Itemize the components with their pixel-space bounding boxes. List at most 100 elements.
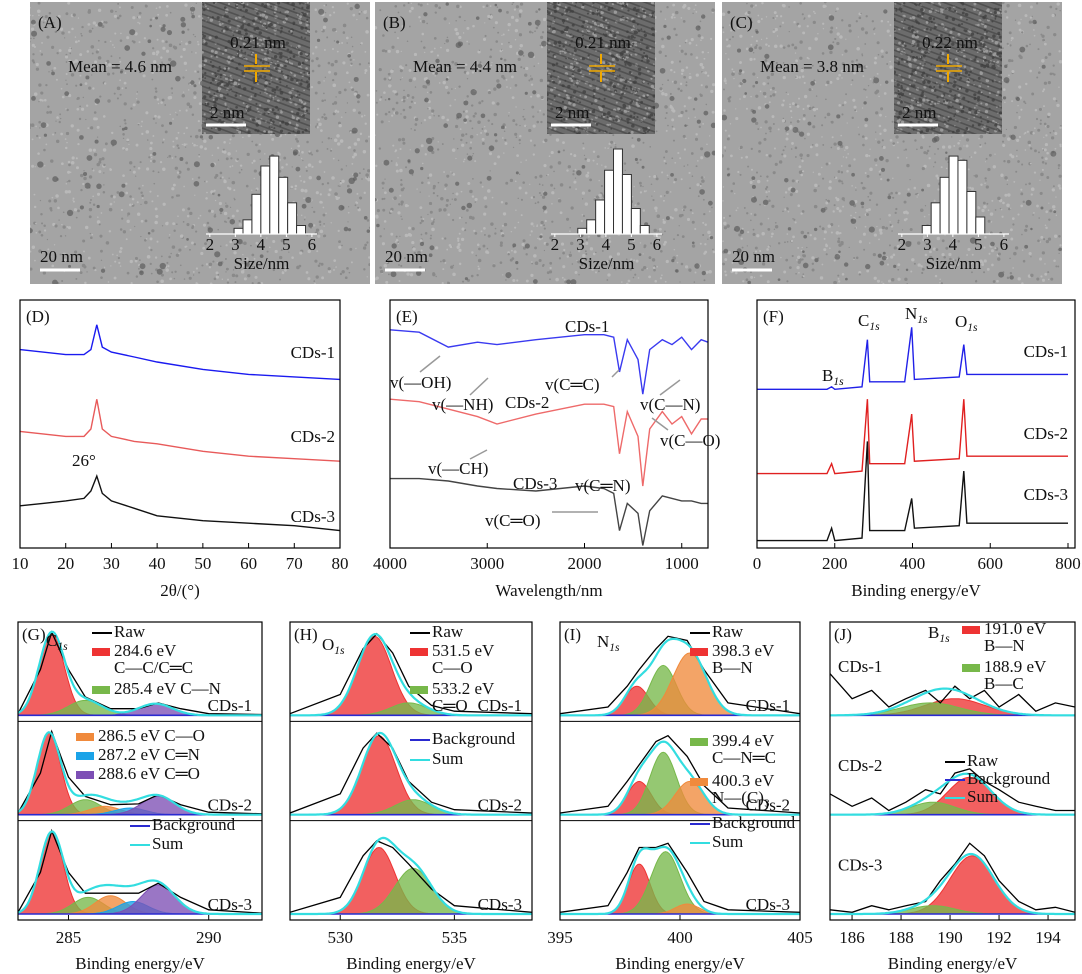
grain [150,237,153,240]
grain [341,270,344,273]
grain [302,160,303,161]
grain [679,157,681,159]
grain [978,138,979,139]
grain [150,249,152,251]
grain [834,260,836,262]
grain [475,255,477,257]
grain [115,11,116,12]
hrtem-noise [650,78,652,80]
grain [62,96,65,99]
grain [291,148,292,149]
grain [388,273,390,275]
grain [363,10,367,14]
carbon-dot [218,194,221,197]
grain [65,54,67,56]
hrtem-noise [253,23,255,25]
grain [595,252,597,254]
grain [323,223,325,225]
grain [490,48,492,50]
grain [530,78,533,81]
grain [466,95,468,97]
hrtem-noise [305,67,308,70]
carbon-dot [148,39,152,43]
grain [699,36,700,37]
grain [1051,136,1054,139]
histogram-tick-label: 5 [282,235,291,254]
grain [689,42,692,45]
grain [1009,31,1012,34]
grain [334,40,335,41]
mean-label: Mean = 4.4 nm [413,57,517,76]
grain [691,152,694,155]
grain [137,91,138,92]
grain [725,82,727,84]
grain [519,135,521,137]
carbon-dot [214,251,220,257]
grain [367,276,368,277]
grain [316,57,319,60]
grain [501,35,502,36]
grain [61,88,63,90]
grain [161,124,164,127]
grain [88,257,91,260]
grain [495,40,498,43]
grain [355,201,357,203]
hrtem-noise [203,64,205,66]
grain [739,61,742,64]
grain [803,114,806,117]
hrtem-noise [616,102,618,104]
grain [162,168,165,171]
grain [695,272,697,274]
grain [540,194,541,195]
grain [593,151,595,153]
grain [400,69,403,72]
hrtem-noise [288,30,290,32]
grain [654,207,657,210]
grain [421,234,423,236]
grain [682,209,683,210]
grain [1018,85,1021,88]
grain [604,166,606,168]
grain [925,152,928,155]
grain [334,111,336,113]
grain [321,116,323,118]
grain [515,19,519,23]
grain [472,155,474,157]
grain [77,143,79,145]
grain [61,31,64,34]
grain [122,133,125,136]
hrtem-noise [550,103,552,105]
grain [292,166,293,167]
grain [505,142,508,145]
grain [514,250,517,253]
grain [137,201,139,203]
grain [826,163,829,166]
grain [303,197,305,199]
grain [431,113,433,115]
grain [878,96,880,98]
grain [328,267,331,270]
grain [423,46,426,49]
grain [40,50,42,52]
hrtem-noise [622,128,625,131]
grain [36,135,38,137]
hrtem-noise [620,91,622,93]
grain [581,220,583,222]
grain [639,159,641,161]
grain [94,269,96,271]
grain [996,280,999,283]
grain [1059,175,1062,178]
hrtem-noise [631,131,634,134]
grain [666,191,669,194]
hrtem-noise [271,126,273,128]
carbon-dot [699,189,705,195]
carbon-dot [391,271,397,277]
grain [1025,83,1027,85]
grain [867,175,870,178]
grain [471,104,473,106]
grain [519,174,520,175]
grain [487,248,489,250]
grain [1031,187,1035,191]
hrtem-noise [613,119,615,121]
grain [661,274,663,276]
